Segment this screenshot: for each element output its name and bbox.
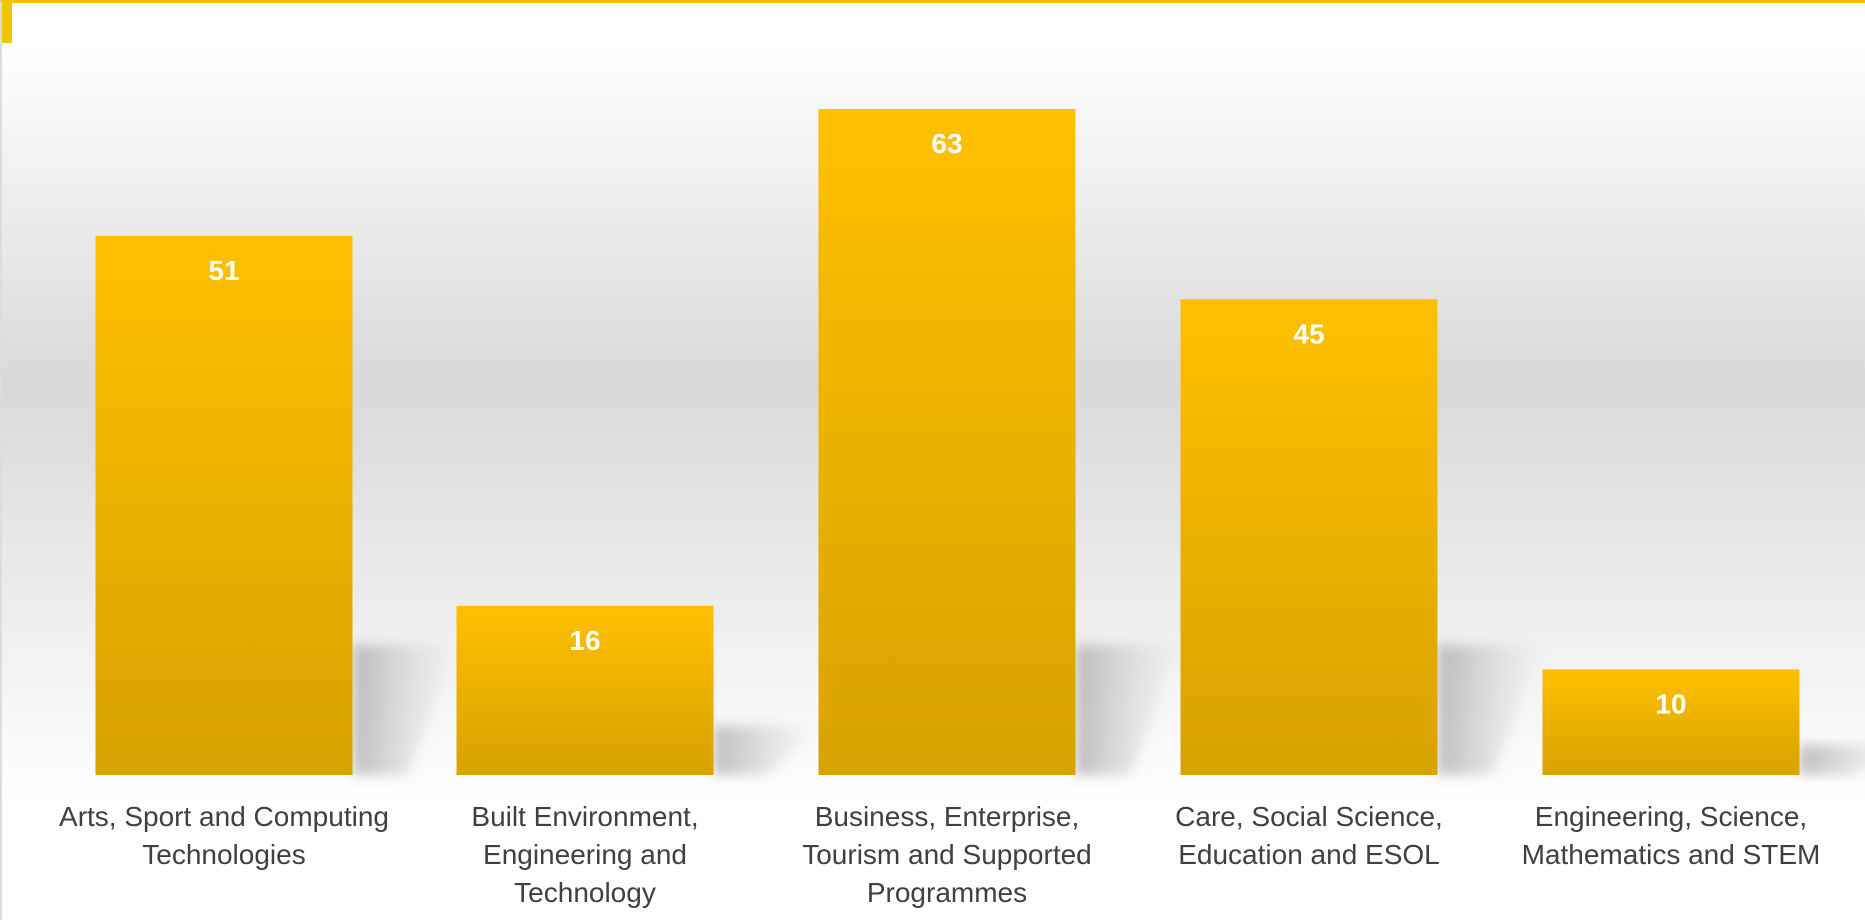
category-label-line: Technologies: [54, 836, 394, 874]
data-label: 10: [1655, 688, 1686, 719]
category-label: Business, Enterprise,Tourism and Support…: [777, 798, 1117, 912]
bar: [819, 109, 1076, 775]
category-label-line: Business, Enterprise,: [777, 798, 1117, 836]
category-label-line: Engineering and: [415, 836, 755, 874]
category-label-line: Engineering, Science,: [1501, 798, 1841, 836]
bar-shadow: [1800, 744, 1865, 775]
category-label-line: Arts, Sport and Computing: [54, 798, 394, 836]
category-label-line: Care, Social Science,: [1139, 798, 1479, 836]
category-label-line: Technology: [415, 874, 755, 912]
category-label: Engineering, Science,Mathematics and STE…: [1501, 798, 1841, 874]
bar: [96, 236, 353, 775]
category-label-line: Education and ESOL: [1139, 836, 1479, 874]
category-label-line: Tourism and Supported: [777, 836, 1117, 874]
bar: [1543, 669, 1800, 775]
bar: [1181, 299, 1438, 775]
data-label: 45: [1293, 318, 1324, 349]
data-label: 51: [208, 255, 239, 286]
category-label-line: Built Environment,: [415, 798, 755, 836]
data-label: 63: [931, 128, 962, 159]
category-label-line: Mathematics and STEM: [1501, 836, 1841, 874]
category-label-line: Programmes: [777, 874, 1117, 912]
category-label: Care, Social Science,Education and ESOL: [1139, 798, 1479, 874]
bar-chart: 51 16 63 45 10: [2, 3, 1865, 923]
data-label: 16: [569, 625, 600, 656]
